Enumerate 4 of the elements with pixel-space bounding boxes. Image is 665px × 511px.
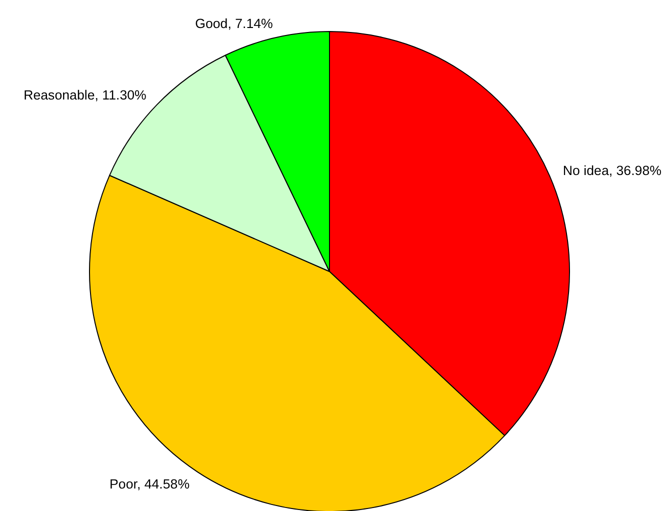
slice-label: Reasonable, 11.30% [24,87,147,102]
slice-label: No idea, 36.98% [562,162,662,178]
slice-label: Poor, 44.58% [110,476,190,492]
slice-label: Good, 7.14% [195,16,274,31]
